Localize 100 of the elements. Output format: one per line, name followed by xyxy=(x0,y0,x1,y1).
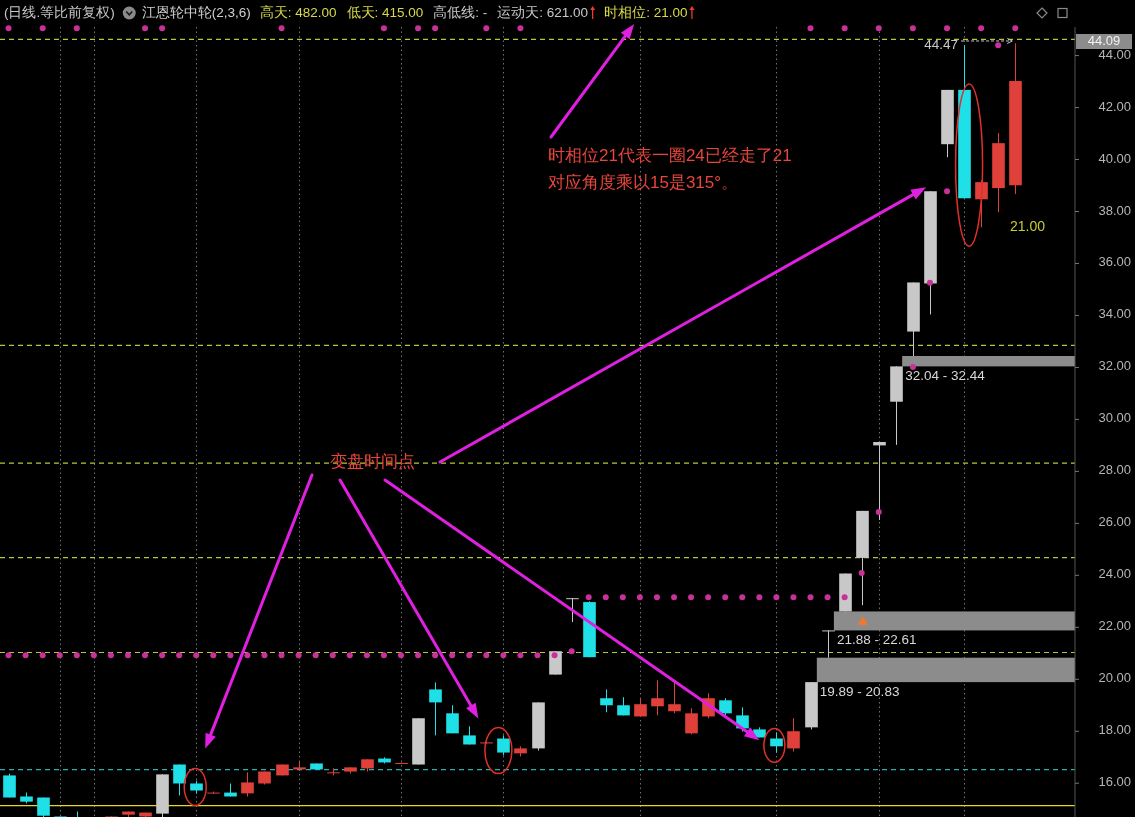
point xyxy=(807,594,814,601)
y-tick-label: 42.00 xyxy=(1098,99,1131,114)
point xyxy=(73,652,80,659)
point xyxy=(432,652,439,659)
point xyxy=(22,652,29,659)
point xyxy=(739,594,746,601)
text: 时相位: 21.00 xyxy=(604,4,688,20)
point xyxy=(824,594,831,601)
point xyxy=(346,652,353,659)
point xyxy=(671,594,678,601)
candlestick xyxy=(787,717,800,753)
point xyxy=(995,42,1002,49)
point xyxy=(841,25,848,32)
point xyxy=(39,25,46,32)
candlestick xyxy=(685,707,698,735)
point xyxy=(500,652,507,659)
point xyxy=(193,652,200,659)
point xyxy=(909,363,916,370)
y-tick-label: 20.00 xyxy=(1098,670,1131,686)
point xyxy=(875,508,882,515)
point xyxy=(397,652,404,659)
y-tick-label: 34.00 xyxy=(1098,306,1131,322)
point xyxy=(312,652,319,659)
point xyxy=(790,594,797,601)
point xyxy=(107,652,114,659)
point xyxy=(978,25,985,32)
point xyxy=(432,25,439,32)
point xyxy=(483,25,490,32)
point xyxy=(278,652,285,659)
point xyxy=(568,648,575,655)
text: 高低线: - xyxy=(433,4,488,20)
candlestick xyxy=(3,773,16,799)
band-label: 19.89 - 20.83 xyxy=(819,684,900,700)
y-tick-label: 24.00 xyxy=(1098,566,1131,582)
text: 高天: 482.00 xyxy=(259,4,337,20)
y-tick-label: 18.00 xyxy=(1098,722,1131,738)
point xyxy=(653,594,660,601)
point xyxy=(466,652,473,659)
point xyxy=(944,25,951,32)
y-tick-label: 38.00 xyxy=(1098,202,1131,218)
candlestick xyxy=(549,650,562,676)
chart-subtitle: 江恩轮中轮(2,3,6) xyxy=(141,4,251,20)
y-tick-label: 44.00 xyxy=(1098,47,1131,63)
point xyxy=(807,25,814,32)
candlestick xyxy=(770,731,783,754)
point xyxy=(909,25,916,32)
candlestick xyxy=(446,704,459,734)
point xyxy=(295,652,302,659)
point xyxy=(944,188,951,195)
point xyxy=(210,652,217,659)
annotation: 变盘时间点 xyxy=(330,452,415,471)
candlestick xyxy=(668,681,681,714)
point xyxy=(926,279,933,286)
point xyxy=(380,25,387,32)
point xyxy=(722,594,729,601)
point xyxy=(602,594,609,601)
candlestick xyxy=(497,734,510,756)
point xyxy=(5,25,12,32)
point xyxy=(39,652,46,659)
point xyxy=(551,652,558,659)
point xyxy=(176,652,183,659)
text: 运动天: 621.00 xyxy=(497,4,589,20)
point xyxy=(517,652,524,659)
y-tick-label: 22.00 xyxy=(1098,618,1131,634)
candlestick xyxy=(429,681,442,736)
point xyxy=(244,652,251,659)
y-tick-label: 36.00 xyxy=(1098,254,1131,270)
annotation: 时相位21代表一圈24已经走了21 对应角度乘以15是315°。 xyxy=(548,146,792,192)
candlestick xyxy=(566,597,579,623)
point xyxy=(90,652,97,659)
point xyxy=(585,594,592,601)
band-label: 32.04 - 32.44 xyxy=(905,368,986,384)
point xyxy=(261,652,268,659)
y-tick-label: 28.00 xyxy=(1098,462,1131,478)
annotation: 21.00 xyxy=(1010,218,1046,234)
chart-title: (日线.等比前复权) xyxy=(4,4,115,20)
point xyxy=(329,652,336,659)
point xyxy=(705,594,712,601)
point xyxy=(773,594,780,601)
point xyxy=(415,25,422,32)
y-tick-label: 40.00 xyxy=(1098,150,1131,166)
text: 低天: 415.00 xyxy=(346,4,424,20)
point xyxy=(5,652,12,659)
point xyxy=(142,652,149,659)
point xyxy=(534,652,541,659)
point xyxy=(227,652,234,659)
candlestick xyxy=(173,764,186,796)
point xyxy=(159,25,166,32)
point xyxy=(875,25,882,32)
point xyxy=(1012,25,1019,32)
candlestick xyxy=(600,688,613,713)
band-label: 21.88 - 22.61 xyxy=(836,632,917,648)
y-tick-label: 30.00 xyxy=(1098,410,1131,426)
point xyxy=(517,25,524,32)
candlestick xyxy=(873,441,886,521)
point xyxy=(142,25,149,32)
point xyxy=(73,25,80,32)
candlestick xyxy=(822,629,835,659)
point xyxy=(159,652,166,659)
point xyxy=(841,594,848,601)
